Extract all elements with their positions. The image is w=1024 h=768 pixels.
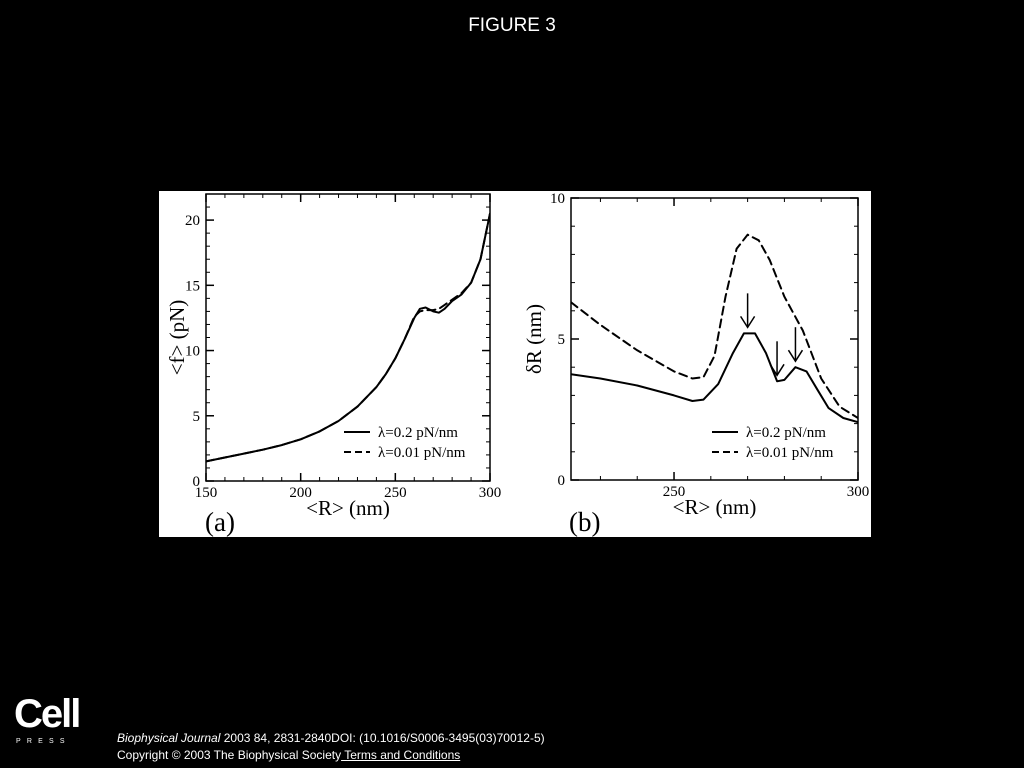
panel-a-y-axis-label: <f> (pN) [165,300,189,376]
panel-b-y-tick-label: 5 [558,332,566,348]
figure-panel: 150 200 250 300 0 5 10 15 20 λ=0.2 pN/nm λ=0.01 pN… [159,191,871,537]
panel-b-arrow-head [787,349,804,363]
panel-b-arrow-head [739,315,756,329]
panel-b-y-tick-label: 10 [550,191,565,207]
panel-b-legend-label: λ=0.2 pN/nm [746,425,826,441]
panel-b-legend-label: λ=0.01 pN/nm [746,445,834,461]
panel-b-y-axis-label: δR (nm) [522,304,546,374]
panel-b-x-tick-label: 300 [847,484,870,500]
panel-a-y-tick-label: 0 [193,474,201,490]
panel-a-legend-label: λ=0.01 pN/nm [378,445,466,461]
copyright-text: Copyright © 2003 The Biophysical Society [117,748,342,762]
figure-charts: 150 200 250 300 0 5 10 15 20 λ=0.2 pN/nm λ=0.01 pN… [165,191,870,537]
slide-title: FIGURE 3 [468,15,556,36]
panel-a-x-tick-label: 250 [384,485,407,501]
panel-b-series-solid-line [571,332,858,424]
panel-a-y-tick-label: 15 [185,278,200,294]
panel-b-arrow-head [769,363,785,377]
logo-cell-text: Cell [14,692,81,736]
panel-a-y-tick-label: 5 [193,409,201,425]
copyright: Copyright © 2003 The Biophysical Society… [117,748,460,762]
panel-b-x-axis-label: <R> (nm) [673,495,757,519]
panel-a-x-tick-label: 300 [479,485,502,501]
panel-a-x-tick-label: 150 [195,485,218,501]
panel-a-y-tick-label: 10 [185,344,200,360]
terms-and-conditions-link[interactable]: Terms and Conditions [341,748,461,762]
citation-details: 2003 84, 2831-2840DOI: (10.1016/S0006-34… [220,731,545,745]
citation: Biophysical Journal 2003 84, 2831-2840DO… [117,731,545,745]
panel-a-legend-label: λ=0.2 pN/nm [378,425,458,441]
panel-a-x-tick-label: 200 [289,485,312,501]
logo-press-text: PRESS [16,738,71,745]
panel-b-x-tick-label: 250 [663,484,686,500]
panel-a-series-dashed-line [206,212,490,463]
panel-b-series-dashed-line [571,233,858,419]
panel-b-label: (b) [569,507,600,537]
cell-press-logo: Cell PRESS [14,692,86,750]
panel-b-y-tick-label: 0 [558,473,566,489]
citation-journal: Biophysical Journal [117,731,221,745]
panel-a-y-tick-label: 20 [185,213,200,229]
panel-a-x-axis-label: <R> (nm) [306,496,390,520]
panel-a-label: (a) [205,507,235,537]
